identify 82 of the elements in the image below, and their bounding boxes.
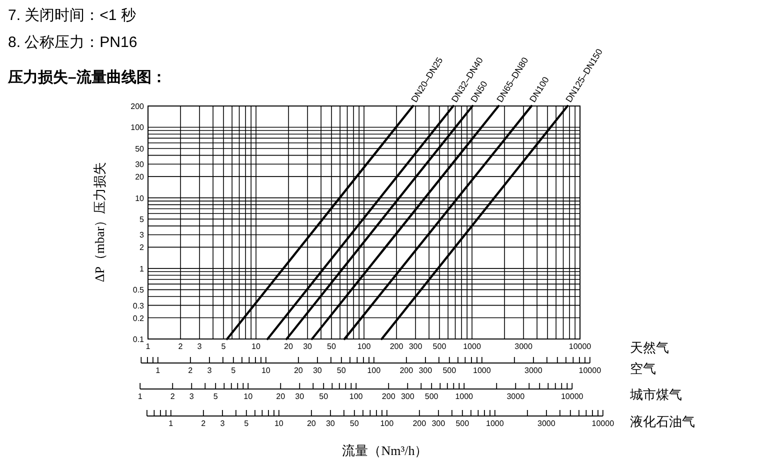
text: 3000 xyxy=(538,419,556,428)
text: 3000 xyxy=(506,392,526,401)
text: 10000 xyxy=(592,419,615,428)
text: 100 xyxy=(349,392,364,401)
text: 30 xyxy=(326,419,336,428)
text: 500 xyxy=(456,419,470,428)
y-tick-label: 100 xyxy=(130,123,145,132)
text: 200 xyxy=(412,419,427,428)
x-tick-label: 20 xyxy=(284,342,294,351)
text: 城市煤气 xyxy=(629,387,682,402)
y-tick-label: 2 xyxy=(140,243,145,252)
text: 500 xyxy=(442,366,457,375)
y-tick-label: 20 xyxy=(135,172,145,182)
x-tick-label: 10 xyxy=(252,342,261,351)
y-tick-label: 1 xyxy=(140,264,145,274)
text: 100 xyxy=(380,419,394,428)
text: 1000 xyxy=(455,392,474,401)
text: 10 xyxy=(244,392,254,401)
x-tick-label: 100 xyxy=(357,342,372,351)
y-tick-label: 3 xyxy=(140,230,145,240)
text: 30 xyxy=(312,366,322,375)
text: 20 xyxy=(294,366,304,375)
x-tick-label: 3000 xyxy=(514,342,533,351)
y-tick-label: 0.5 xyxy=(132,286,145,295)
y-tick-label: 30 xyxy=(135,160,145,170)
y-tick-label: 0.3 xyxy=(132,301,145,310)
x-tick-label: 300 xyxy=(408,342,423,351)
text: 1000 xyxy=(486,419,504,428)
text: 50 xyxy=(350,419,360,428)
x-axis-title: 天然气 xyxy=(630,340,669,355)
x-tick-label: 1 xyxy=(146,342,151,351)
y-tick-label: 10 xyxy=(135,194,145,203)
text: 20 xyxy=(306,419,316,428)
text: 8. 公称压力：PN16 xyxy=(8,34,138,51)
x-tick-label: 1000 xyxy=(463,342,482,351)
x-tick-label: 10000 xyxy=(568,342,592,351)
x-tick-label: 200 xyxy=(390,342,404,351)
x-tick-label: 50 xyxy=(327,342,336,351)
text: 200 xyxy=(400,366,414,375)
text: 50 xyxy=(319,392,329,401)
text: 1 xyxy=(156,366,161,375)
text: 3000 xyxy=(524,366,543,375)
y-tick-label: 0.2 xyxy=(132,314,145,323)
y-tick-label: 0.1 xyxy=(132,335,145,344)
y-tick-label: 200 xyxy=(130,102,145,111)
text: 3 xyxy=(189,392,194,401)
text: 5 xyxy=(231,366,236,375)
text: 流量（Nm³/h） xyxy=(342,443,428,458)
text: 10000 xyxy=(578,366,602,375)
y-tick-label: 5 xyxy=(140,215,145,224)
text: 7. 关闭时间：<1 秒 xyxy=(8,7,136,24)
text: 200 xyxy=(382,392,396,401)
text: 300 xyxy=(418,366,433,375)
text: 1000 xyxy=(473,366,492,375)
x-tick-label: 5 xyxy=(221,342,226,351)
x-tick-label: 3 xyxy=(197,342,202,351)
text: 300 xyxy=(400,392,415,401)
text: 1 xyxy=(168,419,174,428)
text: 空气 xyxy=(630,361,656,376)
x-tick-label: 500 xyxy=(432,342,447,351)
text: 2 xyxy=(170,392,176,401)
text: 10 xyxy=(261,366,271,375)
text: 500 xyxy=(424,392,439,401)
text: 2 xyxy=(188,366,194,375)
chart-title: 压力损失–流量曲线图： xyxy=(7,68,166,86)
text: 50 xyxy=(336,366,346,375)
x-tick-label: 30 xyxy=(303,342,313,351)
text: 10000 xyxy=(560,392,584,401)
text: 30 xyxy=(295,392,305,401)
text: 液化石油气 xyxy=(630,414,695,429)
text: 100 xyxy=(367,366,382,375)
text: 3 xyxy=(220,419,226,428)
text: 3 xyxy=(207,366,212,375)
text: 20 xyxy=(276,392,286,401)
text: 2 xyxy=(201,419,206,428)
x-tick-label: 2 xyxy=(178,342,184,351)
text: 300 xyxy=(432,419,446,428)
text: 5 xyxy=(213,392,218,401)
text: 5 xyxy=(244,419,250,428)
y-axis-title: ΔP（mbar）压力损失 xyxy=(92,162,107,282)
y-tick-label: 50 xyxy=(135,144,145,154)
text: 10 xyxy=(274,419,284,428)
